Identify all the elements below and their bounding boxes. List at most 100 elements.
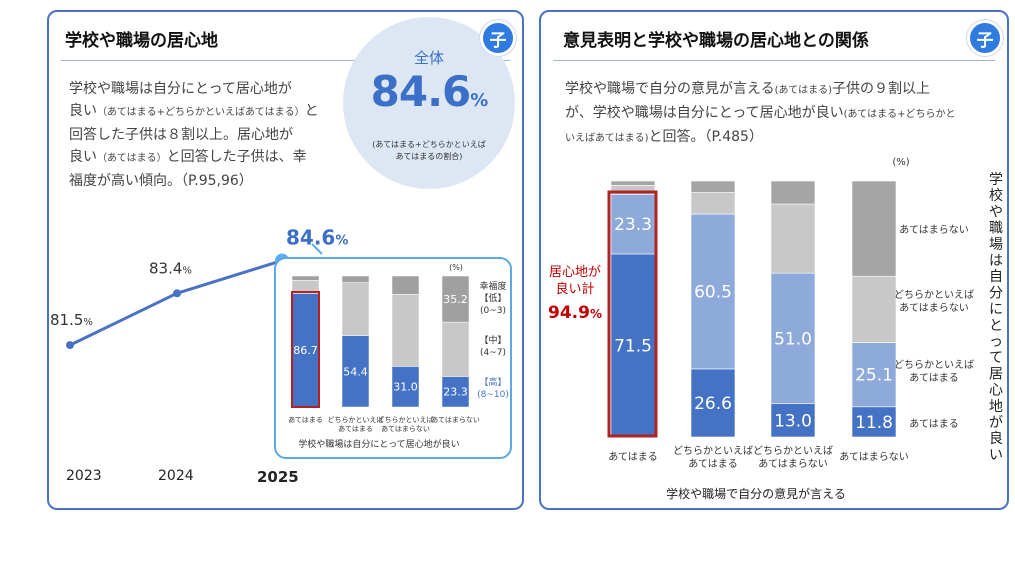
category-label-1: どちらかといえば [673, 445, 753, 457]
y-axis-title-char: は [989, 253, 1003, 269]
inset-category-2: どちらかといえば [378, 415, 434, 424]
bar-2-2 [770, 203, 816, 274]
trend-label-2023: 81.5% [50, 311, 93, 329]
bar-1-3 [690, 180, 736, 193]
summary-text: 学校や職場で自分の意見が言える(あてはまる)子供の９割以上 が、学校や職場は自分… [565, 81, 956, 145]
legend-label-3: あてはまらない [899, 224, 969, 236]
inset-category-1: どちらかといえば [328, 415, 384, 424]
bar-0-1 [610, 194, 656, 255]
highlight-value: 94.9% [548, 303, 602, 323]
inset-bar-3-2 [441, 275, 470, 323]
inset-highlight-box [291, 291, 320, 408]
y-axis-title-char: 分 [989, 285, 1003, 301]
bar-value-3-0: 11.8 [855, 413, 893, 433]
legend-label-2: どちらかといえば [894, 289, 974, 301]
category-label-3: あてはまらない [839, 451, 909, 463]
child-badge-icon: 子 [480, 20, 516, 56]
legend-label-0: あてはまる [909, 418, 959, 430]
bar-value-2-0: 13.0 [774, 411, 812, 431]
y-axis-title-char: て [989, 350, 1003, 366]
year-label-2025: 2025 [257, 468, 299, 486]
overall-note: (あてはまる+どちらかといえば あてはまるの割合) [372, 140, 486, 161]
inset-bar-0-2 [291, 275, 320, 281]
inset-value-1-0: 54.4 [343, 365, 368, 378]
inset-bar-2-1 [391, 294, 420, 367]
inset-legend-2: (0~3) [480, 306, 506, 316]
legend-label-1: どちらかといえば [894, 359, 974, 371]
y-axis-title-char: 校 [989, 187, 1003, 204]
summary-text: 学校や職場は自分にとって居心地が 良い（あてはまる+どちらかといえばあてはまる）… [69, 81, 319, 189]
inset-bar-1-2 [341, 275, 370, 283]
bar-value-1-1: 60.5 [694, 282, 732, 302]
legend-label-2: あてはまらない [899, 302, 969, 314]
highlight-label-1: 居心地が [549, 265, 601, 280]
overall-rate-circle: 全体 84.6% (あてはまる+どちらかといえば あてはまるの割合) [343, 17, 515, 189]
inset-category-2: あてはまらない [381, 425, 430, 433]
inset-bar-2-0 [391, 366, 420, 408]
bar-3-1 [851, 342, 897, 408]
inset-legend-4: (4~7) [480, 348, 506, 358]
bar-2-0 [770, 403, 816, 438]
y-axis-title-char: 良 [989, 431, 1003, 447]
y-axis-title-char: に [989, 302, 1003, 318]
inset-legend-5: 【高】 [479, 376, 506, 388]
category-label-2: あてはまらない [758, 458, 828, 470]
y-axis-title-char: 地 [989, 399, 1003, 415]
panel-title: 意見表明と学校や職場の居心地との関係 [563, 31, 869, 51]
y-axis-title-char: 心 [989, 383, 1003, 399]
bar-value-1-0: 26.6 [694, 394, 732, 414]
trend-point-2024 [173, 289, 181, 298]
inset-bar-2-2 [391, 275, 420, 295]
inset-legend-1: 【低】 [479, 292, 506, 304]
y-axis-title-char: 職 [989, 221, 1003, 237]
inset-bar-3-0 [441, 376, 470, 408]
bar-1-1 [690, 213, 736, 370]
y-axis-title-char: 自 [989, 269, 1003, 285]
bar-3-0 [851, 406, 897, 438]
inset-axis-title: 学校や職場は自分にとって居心地が良い [298, 438, 459, 450]
x-axis-title: 学校や職場で自分の意見が言える [666, 486, 846, 501]
title-divider [553, 60, 995, 61]
inset-category-1: あてはまる [338, 425, 373, 433]
inset-value-3-2: 35.2 [443, 293, 468, 306]
bar-value-0-1: 23.3 [614, 215, 652, 235]
inset-legend-3: 【中】 [479, 334, 506, 346]
unit-label: (%) [892, 157, 909, 168]
y-axis-title-char: と [989, 318, 1003, 334]
inset-bar-0-0 [291, 293, 320, 408]
overall-value: 84.6% [370, 67, 489, 116]
trend-point-2023 [66, 341, 74, 350]
year-label-2024: 2024 [158, 468, 194, 484]
bar-3-2 [851, 275, 897, 343]
inset-legend-0: 幸福度 [479, 280, 506, 292]
bar-value-3-1: 25.1 [855, 366, 893, 386]
inset-value-0-0: 86.7 [293, 344, 318, 357]
y-axis-title-char: 学 [989, 172, 1003, 188]
y-axis-title-char: が [989, 415, 1003, 431]
inset-category-3: あてはまらない [431, 416, 480, 424]
inset-category-0: あてはまる [288, 416, 323, 424]
bar-1-2 [690, 192, 736, 215]
y-axis-title-char: 居 [989, 366, 1003, 382]
highlight-box [607, 190, 658, 438]
y-axis-title-char: っ [989, 334, 1003, 350]
y-axis-title-char: や [989, 204, 1003, 220]
highlight-label-2: 良い計 [555, 281, 594, 297]
bar-1-0 [690, 368, 736, 438]
bar-2-1 [770, 272, 816, 405]
inset-bar-1-1 [341, 282, 370, 336]
inset-value-3-0: 23.3 [443, 386, 468, 399]
inset-bar-3-1 [441, 321, 470, 377]
inset-legend-6: (8~10) [477, 390, 509, 400]
trend-label-2024: 83.4% [149, 259, 192, 277]
bar-3-3 [851, 180, 897, 277]
child-badge-icon: 子 [967, 20, 1003, 56]
category-label-1: あてはまる [688, 458, 738, 470]
year-label-2023: 2023 [66, 468, 102, 484]
overall-label: 全体 [413, 49, 444, 67]
category-label-0: あてはまる [608, 451, 658, 463]
connector-line [311, 243, 323, 255]
